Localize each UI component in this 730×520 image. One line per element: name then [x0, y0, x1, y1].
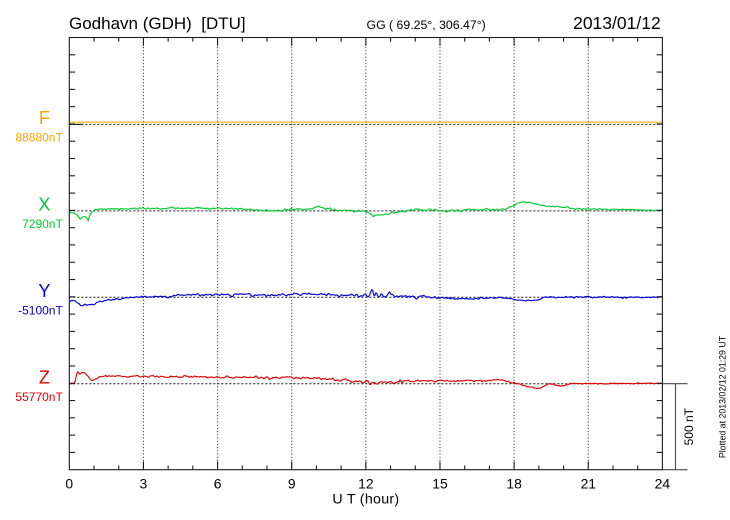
svg-text:Z: Z — [39, 367, 50, 387]
svg-text:12: 12 — [358, 475, 374, 491]
svg-text:55770nT: 55770nT — [15, 390, 63, 404]
svg-text:3: 3 — [140, 475, 148, 491]
svg-text:-5100nT: -5100nT — [18, 304, 63, 318]
svg-text:7290nT: 7290nT — [22, 217, 63, 231]
svg-text:500 nT: 500 nT — [682, 407, 696, 445]
svg-text:6: 6 — [214, 475, 222, 491]
svg-text:2013/01/12: 2013/01/12 — [573, 13, 661, 33]
svg-text:21: 21 — [581, 475, 597, 491]
svg-text:9: 9 — [288, 475, 296, 491]
svg-text:U T (hour): U T (hour) — [332, 492, 399, 508]
svg-text:15: 15 — [432, 475, 448, 491]
svg-text:18: 18 — [506, 475, 522, 491]
svg-text:88880nT: 88880nT — [15, 131, 63, 145]
svg-text:X: X — [38, 195, 50, 215]
svg-text:F: F — [39, 108, 50, 128]
svg-text:Plotted at 2013/02/12 01:29 UT: Plotted at 2013/02/12 01:29 UT — [717, 335, 727, 458]
svg-text:24: 24 — [655, 475, 671, 491]
svg-text:Y: Y — [38, 281, 50, 301]
svg-text:GG ( 69.25°, 306.47°): GG ( 69.25°, 306.47°) — [367, 18, 486, 32]
svg-text:0: 0 — [65, 475, 73, 491]
svg-text:Godhavn (GDH) [DTU]: Godhavn (GDH) [DTU] — [69, 14, 246, 33]
